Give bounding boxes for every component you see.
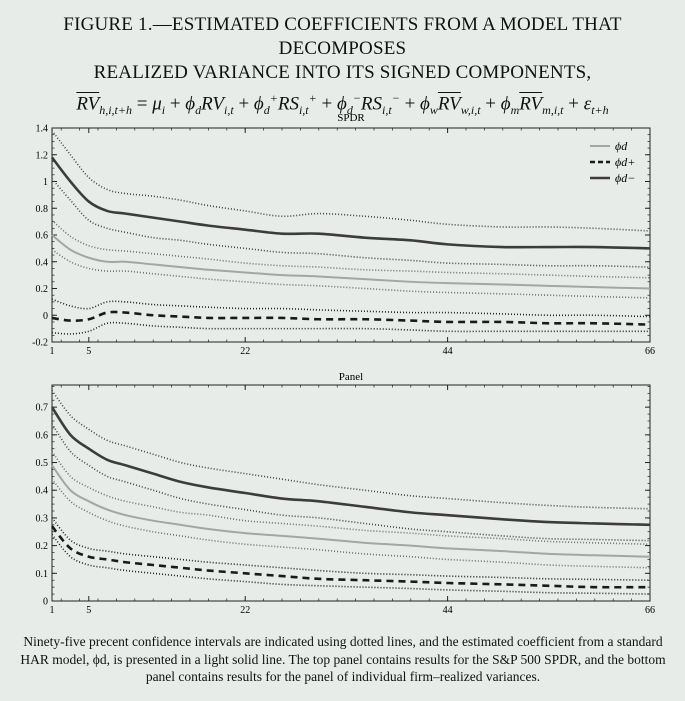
y-tick-label: 0.6 [36, 231, 49, 242]
legend-label-har: ϕd [615, 139, 628, 153]
chart-title: Panel [339, 371, 363, 383]
series-line-negative-ci-upper [51, 390, 651, 510]
x-tick-label: 44 [443, 605, 453, 616]
y-tick-label: 0.4 [36, 257, 49, 268]
y-tick-label: 0.2 [36, 284, 49, 295]
series-line-negative-ci-upper [51, 130, 651, 232]
figure-charts: SPDR-0.200.20.40.60.811.21.41 5 22 44 66ϕdϕd… [32, 112, 656, 616]
figure-caption: Ninety-five precent confidence intervals… [20, 634, 666, 684]
y-tick-label: 1 [43, 177, 48, 188]
series-line-negative-ci-lower [51, 423, 651, 542]
y-tick-label: 0.4 [36, 486, 49, 497]
y-tick-label: 0 [43, 311, 48, 322]
y-tick-label: 1.4 [36, 124, 49, 135]
y-tick-label: 0 [43, 597, 48, 608]
y-tick-label: 0.6 [36, 430, 49, 441]
series-line-negative [50, 156, 651, 250]
chart-title: SPDR [337, 112, 365, 124]
x-tick-label: 1 [50, 605, 55, 616]
y-tick-label: 0.5 [36, 458, 49, 469]
chart-legend: ϕd ϕd+ ϕd− [590, 139, 635, 185]
series-line-positive-ci-lower [51, 534, 651, 595]
series-line-har [51, 234, 651, 290]
series-line-positive-ci-upper [51, 298, 651, 318]
series-line-positive-ci-lower [51, 321, 650, 335]
series-line-negative [50, 406, 651, 527]
x-tick-label: 66 [645, 605, 655, 616]
figure-title-line-1: FIGURE 1.—ESTIMATED COEFFICIENTS FROM A … [63, 14, 622, 59]
x-tick-label: 22 [240, 605, 250, 616]
x-tick-label: 1 [50, 346, 55, 357]
y-tick-label: 1.2 [36, 150, 49, 161]
chart-panel-0: SPDR-0.200.20.40.60.811.21.41 5 22 44 66ϕdϕd… [32, 112, 655, 357]
y-tick-label: -0.2 [32, 338, 48, 349]
y-tick-label: 0.2 [36, 541, 49, 552]
plot-frame [51, 127, 651, 343]
x-tick-label: 5 [86, 605, 91, 616]
series-line-positive-ci-upper [51, 517, 651, 582]
series-line-har [51, 464, 651, 558]
figure-title: FIGURE 1.—ESTIMATED COEFFICIENTS FROM A … [0, 0, 685, 123]
series-line-har-ci-upper [51, 219, 651, 279]
series-line-positive [51, 310, 651, 326]
chart-panel-1: Panel 0 0.1 0.2 0.3 0.4 0.5 0.6 0.7 1 5 22 44 66 [36, 371, 656, 616]
x-tick-label: 44 [443, 346, 453, 357]
series-line-har-ci-upper [51, 450, 651, 546]
x-tick-label: 5 [86, 346, 91, 357]
series-line-positive [50, 525, 651, 589]
series-line-negative-ci-lower [51, 178, 651, 268]
legend-label-negative: ϕd− [615, 171, 635, 185]
y-tick-label: 0.3 [36, 513, 49, 524]
plot-frame [51, 384, 651, 602]
y-tick-label: 0.1 [36, 569, 49, 580]
y-tick-label: 0.8 [36, 204, 49, 215]
model-formula: RVh,i,t+h = μi + ϕdRVi,t + ϕd+RSi,t+ + ϕ… [76, 91, 609, 118]
y-tick-label: 0.7 [36, 403, 49, 414]
x-tick-label: 22 [240, 346, 250, 357]
figure-title-line-2: REALIZED VARIANCE INTO ITS SIGNED COMPON… [93, 62, 592, 83]
legend-label-positive: ϕd+ [615, 155, 635, 169]
x-tick-label: 66 [645, 346, 655, 357]
